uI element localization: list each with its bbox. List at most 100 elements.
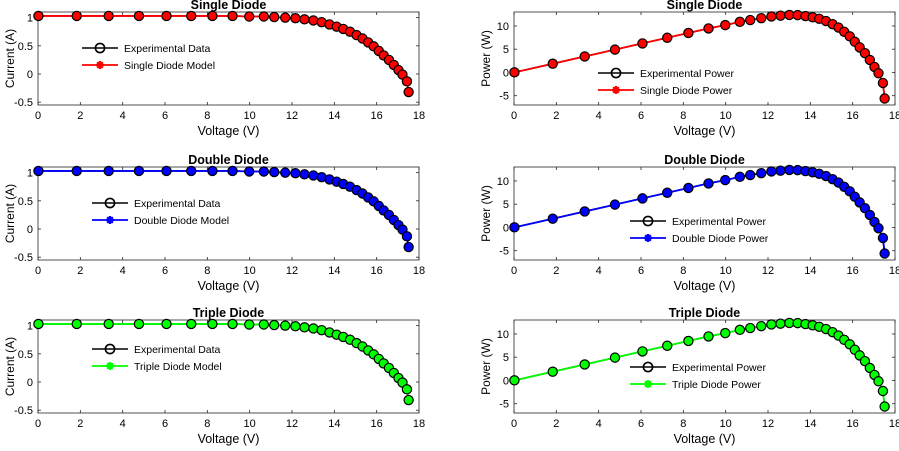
x-tick-label: 8 (680, 110, 686, 122)
model-point (290, 321, 301, 332)
model-point (637, 193, 648, 204)
model-point (280, 167, 291, 178)
model-point (258, 11, 270, 22)
x-tick-label: 18 (413, 265, 425, 277)
model-line (38, 323, 410, 401)
y-tick-label: -5 (499, 91, 509, 103)
legend: Experimental Data Triple Diode Model (92, 343, 222, 373)
model-point (864, 54, 876, 66)
model-point (745, 14, 756, 26)
model-point (756, 167, 767, 179)
model-point (775, 318, 786, 329)
x-tick-label: 2 (77, 110, 83, 122)
legend-model-marker (106, 216, 114, 224)
model-point (509, 67, 520, 78)
model-point (258, 319, 270, 330)
y-tick-label: 0 (27, 69, 33, 81)
model-point (207, 10, 218, 22)
x-tick-label: 6 (162, 418, 168, 430)
chart-title: Single Diode (191, 0, 267, 12)
x-tick-label: 0 (511, 418, 517, 430)
x-tick-label: 2 (553, 418, 559, 430)
x-tick-label: 18 (889, 265, 899, 277)
legend-experimental-label: Experimental Data (124, 43, 211, 55)
model-point (873, 68, 884, 79)
x-tick-label: 4 (120, 418, 126, 430)
model-point (161, 318, 172, 330)
model-point (509, 375, 520, 386)
x-tick-label: 12 (762, 418, 774, 430)
plot-area (513, 166, 896, 261)
model-point (71, 10, 82, 22)
x-tick-label: 16 (371, 265, 383, 277)
model-point (703, 23, 714, 34)
model-point (244, 319, 255, 330)
model-point (879, 248, 890, 259)
model-point (269, 11, 280, 23)
y-tick-label: 0.5 (18, 41, 33, 53)
y-axis-label: Current (A) (3, 29, 17, 88)
chart-title: Double Diode (664, 153, 745, 167)
model-point (133, 10, 145, 22)
model-point (745, 169, 756, 181)
x-tick-label: 10 (720, 265, 732, 277)
model-point (720, 19, 731, 31)
legend-model-marker (644, 234, 652, 242)
model-point (308, 15, 319, 26)
model-point (186, 318, 197, 330)
model-point (766, 11, 777, 22)
x-tick-label: 0 (35, 110, 41, 122)
model-point (133, 318, 145, 330)
model-point (269, 166, 280, 178)
y-tick-label: -0.5 (14, 405, 33, 417)
model-point (766, 319, 777, 330)
x-tick-label: 2 (553, 110, 559, 122)
x-tick-label: 12 (762, 110, 774, 122)
model-point (662, 32, 673, 43)
model-point (579, 359, 590, 370)
model-point (186, 10, 197, 22)
legend: Experimental Data Single Diode Model (82, 42, 215, 72)
experimental-line (38, 15, 410, 93)
x-tick-label: 8 (204, 265, 210, 277)
model-point (401, 384, 413, 395)
model-point (662, 340, 673, 351)
model-point (683, 335, 694, 347)
x-axis-label: Voltage (V) (674, 124, 736, 138)
x-axis-label: Voltage (V) (674, 279, 736, 293)
y-tick-label: 1 (27, 13, 33, 25)
model-point (401, 76, 413, 87)
model-point (33, 318, 44, 330)
x-tick-label: 10 (244, 418, 256, 430)
legend-model-label: Single Diode Model (124, 60, 215, 72)
chart-title: Triple Diode (193, 306, 265, 320)
legend: Experimental Power Triple Diode Power (630, 361, 766, 391)
x-tick-label: 16 (847, 418, 859, 430)
model-point (227, 10, 238, 22)
model-point (207, 165, 218, 177)
legend-experimental-label: Experimental Power (672, 216, 766, 228)
model-point (879, 401, 890, 412)
x-tick-label: 8 (680, 265, 686, 277)
x-tick-label: 10 (244, 265, 256, 277)
legend-model-marker (106, 362, 114, 370)
x-axis-label: Voltage (V) (198, 279, 260, 293)
x-tick-label: 18 (413, 110, 425, 122)
legend-model-label: Triple Diode Model (134, 361, 222, 373)
model-point (877, 232, 889, 244)
legend-experimental-marker (94, 42, 106, 54)
x-tick-label: 6 (638, 110, 644, 122)
x-tick-label: 8 (204, 110, 210, 122)
x-tick-label: 0 (511, 110, 517, 122)
legend-experimental-label: Experimental Power (640, 68, 734, 80)
model-point (547, 366, 558, 377)
x-tick-label: 2 (77, 418, 83, 430)
x-tick-label: 6 (162, 110, 168, 122)
model-point (579, 51, 590, 62)
model-point (290, 167, 301, 179)
model-point (403, 394, 414, 406)
y-tick-label: 0.5 (18, 349, 33, 361)
